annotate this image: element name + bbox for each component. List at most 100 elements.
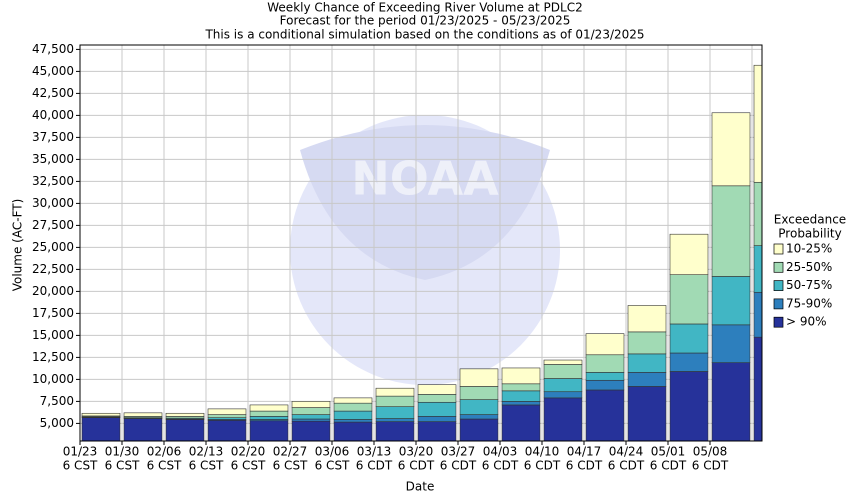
bar-segment — [501, 383, 541, 392]
x-tick-label: 03/27 — [441, 445, 476, 459]
x-tick-label: 6 CST — [273, 459, 308, 473]
bar-segment — [165, 412, 205, 417]
x-axis-label: Date — [406, 480, 435, 494]
bar-segment — [165, 419, 205, 441]
y-tick-label: 47,500 — [32, 42, 74, 56]
y-tick-label: 15,000 — [32, 328, 74, 342]
title-line: This is a conditional simulation based o… — [204, 28, 644, 42]
bar-segment — [81, 417, 121, 441]
bar-segment — [585, 379, 625, 391]
bar-segment — [753, 291, 762, 338]
x-tick-label: 05/01 — [651, 445, 686, 459]
y-tick-label: 45,000 — [32, 64, 74, 78]
bar-segment — [627, 372, 667, 387]
y-tick-label: 42,500 — [32, 86, 74, 100]
bar-segment — [459, 368, 499, 387]
bar-segment — [207, 414, 247, 418]
y-tick-label: 5,000 — [40, 416, 74, 430]
bar-segment — [81, 412, 121, 417]
bar-segment — [417, 421, 457, 441]
y-tick-label: 27,500 — [32, 218, 74, 232]
bar-segment — [459, 414, 499, 420]
x-tick-label: 03/13 — [357, 445, 392, 459]
bar-segment — [123, 418, 163, 441]
bar-segment — [669, 233, 709, 275]
legend-label: 10-25% — [786, 242, 832, 256]
y-tick-label: 17,500 — [32, 306, 74, 320]
y-tick-label: 22,500 — [32, 262, 74, 276]
bar-segment — [459, 386, 499, 400]
bar-segment — [417, 416, 457, 422]
bar-segment — [711, 185, 751, 277]
bar-segment — [711, 362, 751, 441]
bar-segment — [375, 418, 415, 422]
x-tick-label: 6 CST — [147, 459, 182, 473]
bar-segment — [711, 112, 751, 187]
y-tick-label: 12,500 — [32, 350, 74, 364]
bar-segment — [291, 414, 331, 420]
watermark-disc — [290, 115, 560, 385]
bar-segment — [585, 354, 625, 373]
bar-segment — [333, 402, 373, 412]
bar-segment — [459, 418, 499, 441]
bar-segment — [375, 395, 415, 407]
x-tick-label: 6 CDT — [398, 459, 435, 473]
x-tick-label: 6 CST — [189, 459, 224, 473]
bar-segment — [543, 364, 583, 379]
bar-segment — [333, 397, 373, 404]
x-tick-label: 05/08 — [693, 445, 728, 459]
bar-segment — [585, 333, 625, 356]
x-tick-label: 04/10 — [525, 445, 560, 459]
x-tick-label: 6 CDT — [356, 459, 393, 473]
y-tick-label: 30,000 — [32, 196, 74, 210]
x-tick-label: 04/24 — [609, 445, 644, 459]
bar-segment — [291, 418, 331, 422]
labels: 5,000 7,500 10,000 12,500 15,000 17,500 20,000… — [32, 42, 729, 473]
x-tick-label: 04/17 — [567, 445, 602, 459]
bar-segment — [333, 419, 373, 423]
bar-segment — [585, 372, 625, 381]
title-line: Forecast for the period 01/23/2025 - 05/… — [280, 14, 571, 28]
bar-segment — [249, 404, 289, 412]
bar-segment — [627, 305, 667, 333]
bar-segment — [753, 336, 762, 441]
bar-segment — [669, 352, 709, 372]
bar-segment — [585, 389, 625, 441]
bar-segment — [711, 324, 751, 363]
x-tick-label: 6 CDT — [650, 459, 687, 473]
watermark — [290, 115, 560, 385]
bar-segment — [711, 276, 751, 326]
bar-segment — [375, 406, 415, 419]
bars — [81, 64, 762, 441]
legend-swatch — [773, 243, 784, 255]
bar-segment — [291, 401, 331, 408]
title-line: Weekly Chance of Exceeding River Volume … — [267, 1, 582, 15]
bar-segment — [753, 245, 762, 293]
bar-segment — [543, 397, 583, 441]
x-tick-label: 6 CST — [315, 459, 350, 473]
bar-segment — [669, 371, 709, 441]
y-tick-label: 40,000 — [32, 108, 74, 122]
x-tick-label: 6 CDT — [692, 459, 729, 473]
x-tick-label: 6 CST — [231, 459, 266, 473]
bar-segment — [207, 408, 247, 415]
bar-segment — [501, 390, 541, 402]
x-tick-label: 6 CDT — [566, 459, 603, 473]
bar-segment — [249, 420, 289, 441]
bar-segment — [501, 401, 541, 406]
x-tick-label: 01/30 — [105, 445, 140, 459]
bar-segment — [627, 331, 667, 355]
bar-segment — [291, 420, 331, 441]
x-tick-label: 02/20 — [231, 445, 266, 459]
bar-segment — [753, 181, 762, 246]
legend-label: 25-50% — [786, 260, 832, 274]
legend-swatch — [773, 298, 784, 310]
bar-segment — [417, 394, 457, 403]
bar-segment — [123, 412, 163, 417]
x-tick-label: 6 CDT — [440, 459, 477, 473]
y-tick-label: 10,000 — [32, 372, 74, 386]
x-tick-label: 04/03 — [483, 445, 518, 459]
bar-segment — [291, 407, 331, 415]
